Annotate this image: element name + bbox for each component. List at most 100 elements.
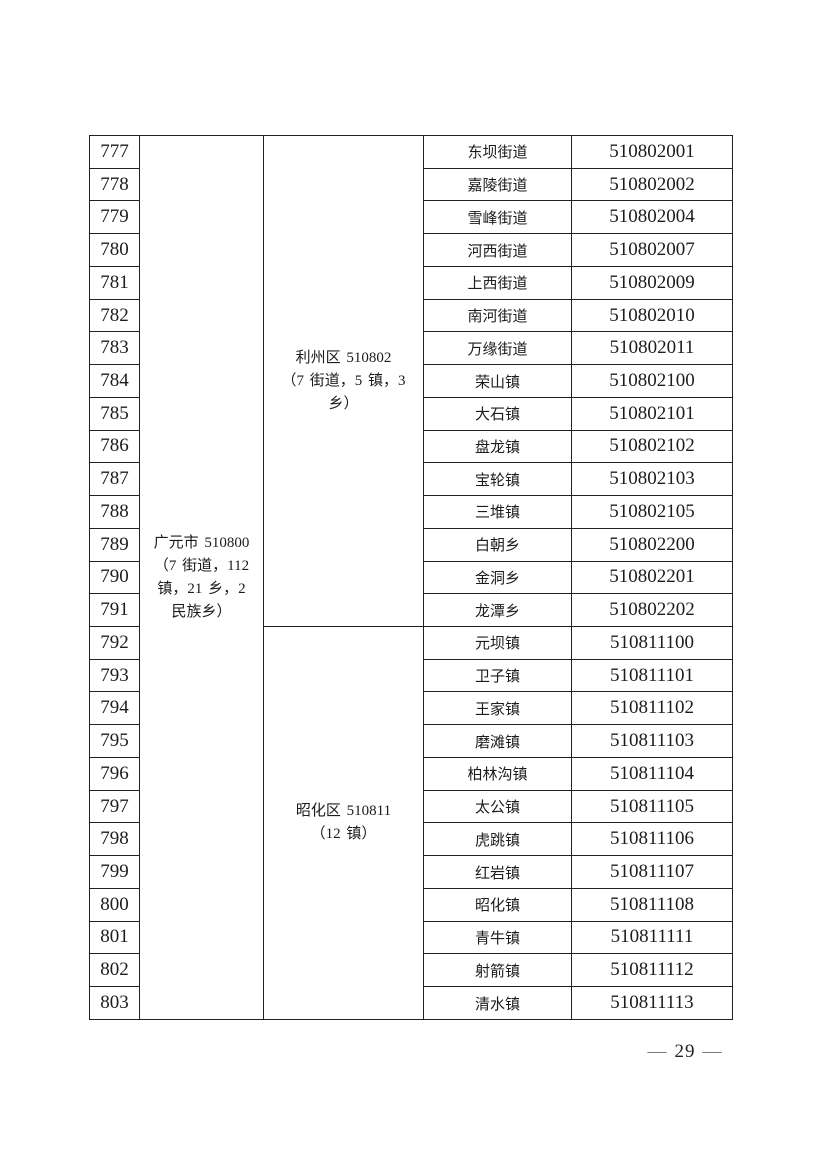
town-name: 清水镇 [423, 986, 572, 1020]
row-number: 791 [89, 593, 140, 628]
division-code: 510802101 [571, 396, 733, 431]
town-name: 磨滩镇 [423, 724, 572, 758]
division-code: 510811112 [571, 953, 733, 988]
town-name: 河西街道 [423, 233, 572, 267]
division-code: 510802004 [571, 200, 733, 235]
table-row: 778 嘉陵街道 510802002 [89, 167, 733, 202]
division-code: 510802105 [571, 495, 733, 529]
row-number: 801 [89, 920, 140, 955]
division-code: 510811100 [571, 626, 733, 660]
table-row: 777 广元市 510800 （7 街道，112 镇，21 乡，2 民族乡） 利… [89, 134, 733, 1020]
page-number: — 29 — [625, 1041, 745, 1063]
table-row: 802 射箭镇 510811112 [89, 953, 733, 988]
row-number: 792 [89, 626, 140, 660]
division-code: 510802002 [571, 167, 733, 202]
table-row: 794 王家镇 510811102 [89, 691, 733, 726]
table-row: 800 昭化镇 510811108 [89, 887, 733, 922]
row-number: 798 [89, 822, 140, 857]
town-name: 红岩镇 [423, 855, 572, 889]
town-name: 白朝乡 [423, 527, 572, 562]
town-name: 盘龙镇 [423, 429, 572, 464]
table-row: 797 太公镇 510811105 [89, 789, 733, 824]
division-code: 510802103 [571, 462, 733, 497]
row-number: 787 [89, 462, 140, 497]
row-number: 789 [89, 527, 140, 562]
division-code: 510811105 [571, 789, 733, 824]
row-number: 793 [89, 658, 140, 693]
row-number: 786 [89, 429, 140, 464]
row-number: 799 [89, 855, 140, 889]
admin-division-table: 777 广元市 510800 （7 街道，112 镇，21 乡，2 民族乡） 利… [89, 134, 733, 1020]
division-code: 510811113 [571, 986, 733, 1020]
row-number: 782 [89, 298, 140, 333]
row-number: 785 [89, 396, 140, 431]
division-code: 510802001 [571, 135, 733, 169]
table-row: 779 雪峰街道 510802004 [89, 200, 733, 235]
table-row: 803 清水镇 510811113 [89, 986, 733, 1020]
table-row: 789 白朝乡 510802200 [89, 527, 733, 562]
town-name: 柏林沟镇 [423, 756, 572, 791]
division-code: 510802200 [571, 527, 733, 562]
town-name: 昭化镇 [423, 887, 572, 922]
town-name: 三堆镇 [423, 495, 572, 529]
town-name: 东坝街道 [423, 135, 572, 169]
division-code: 510802011 [571, 331, 733, 366]
table-row: 786 盘龙镇 510802102 [89, 429, 733, 464]
town-name: 上西街道 [423, 265, 572, 300]
district-line: 乡） [328, 395, 359, 412]
city-line: （7 街道，112 [153, 557, 250, 574]
row-number: 778 [89, 167, 140, 202]
city-line: 广元市 510800 [153, 534, 250, 551]
row-number: 783 [89, 331, 140, 366]
district-line: 昭化区 510811 [295, 803, 392, 819]
town-name: 荣山镇 [423, 364, 572, 398]
row-number: 780 [89, 233, 140, 267]
row-number: 797 [89, 789, 140, 824]
division-code: 510811103 [571, 724, 733, 758]
table-row: 787 宝轮镇 510802103 [89, 462, 733, 497]
row-number: 796 [89, 756, 140, 791]
division-code: 510811104 [571, 756, 733, 791]
town-name: 青牛镇 [423, 920, 572, 955]
division-code: 510811108 [571, 887, 733, 922]
table-row: 788 三堆镇 510802105 [89, 495, 733, 529]
table-row: 792 昭化区 510811 （12 镇） 元坝镇 510811100 [89, 626, 733, 1020]
row-number: 790 [89, 560, 140, 595]
table-row: 780 河西街道 510802007 [89, 233, 733, 267]
town-name: 元坝镇 [423, 626, 572, 660]
city-cell: 广元市 510800 （7 街道，112 镇，21 乡，2 民族乡） [139, 135, 264, 1020]
table-row: 782 南河街道 510802010 [89, 298, 733, 333]
table-row: 801 青牛镇 510811111 [89, 920, 733, 955]
table-row: 796 柏林沟镇 510811104 [89, 756, 733, 791]
district-cell-lizhou: 利州区 510802 （7 街道，5 镇，3 乡） [263, 134, 424, 628]
town-name: 大石镇 [423, 396, 572, 431]
division-code: 510802202 [571, 593, 733, 628]
table-row: 798 虎跳镇 510811106 [89, 822, 733, 857]
division-code: 510811111 [571, 920, 733, 955]
table-row: 791 龙潭乡 510802202 [89, 593, 733, 628]
table-row: 795 磨滩镇 510811103 [89, 724, 733, 758]
district-line: 利州区 510802 [295, 349, 392, 366]
town-name: 嘉陵街道 [423, 167, 572, 202]
page-number-dash: — [702, 1041, 723, 1062]
town-name: 龙潭乡 [423, 593, 572, 628]
table-row: 799 红岩镇 510811107 [89, 855, 733, 889]
town-name: 万缘街道 [423, 331, 572, 366]
town-name: 金洞乡 [423, 560, 572, 595]
district-cell-zhaohua: 昭化区 510811 （12 镇） [263, 626, 424, 1020]
row-number: 784 [89, 364, 140, 398]
town-name: 雪峰街道 [423, 200, 572, 235]
town-name: 虎跳镇 [423, 822, 572, 857]
row-number: 788 [89, 495, 140, 529]
town-name: 卫子镇 [423, 658, 572, 693]
row-number: 800 [89, 887, 140, 922]
city-line: 民族乡） [171, 603, 232, 620]
table-row: 785 大石镇 510802101 [89, 396, 733, 431]
page-number-dash: — [647, 1041, 668, 1062]
division-code: 510811107 [571, 855, 733, 889]
row-number: 795 [89, 724, 140, 758]
district-line: （7 街道，5 镇，3 [281, 372, 406, 389]
town-name: 王家镇 [423, 691, 572, 726]
division-code: 510802102 [571, 429, 733, 464]
